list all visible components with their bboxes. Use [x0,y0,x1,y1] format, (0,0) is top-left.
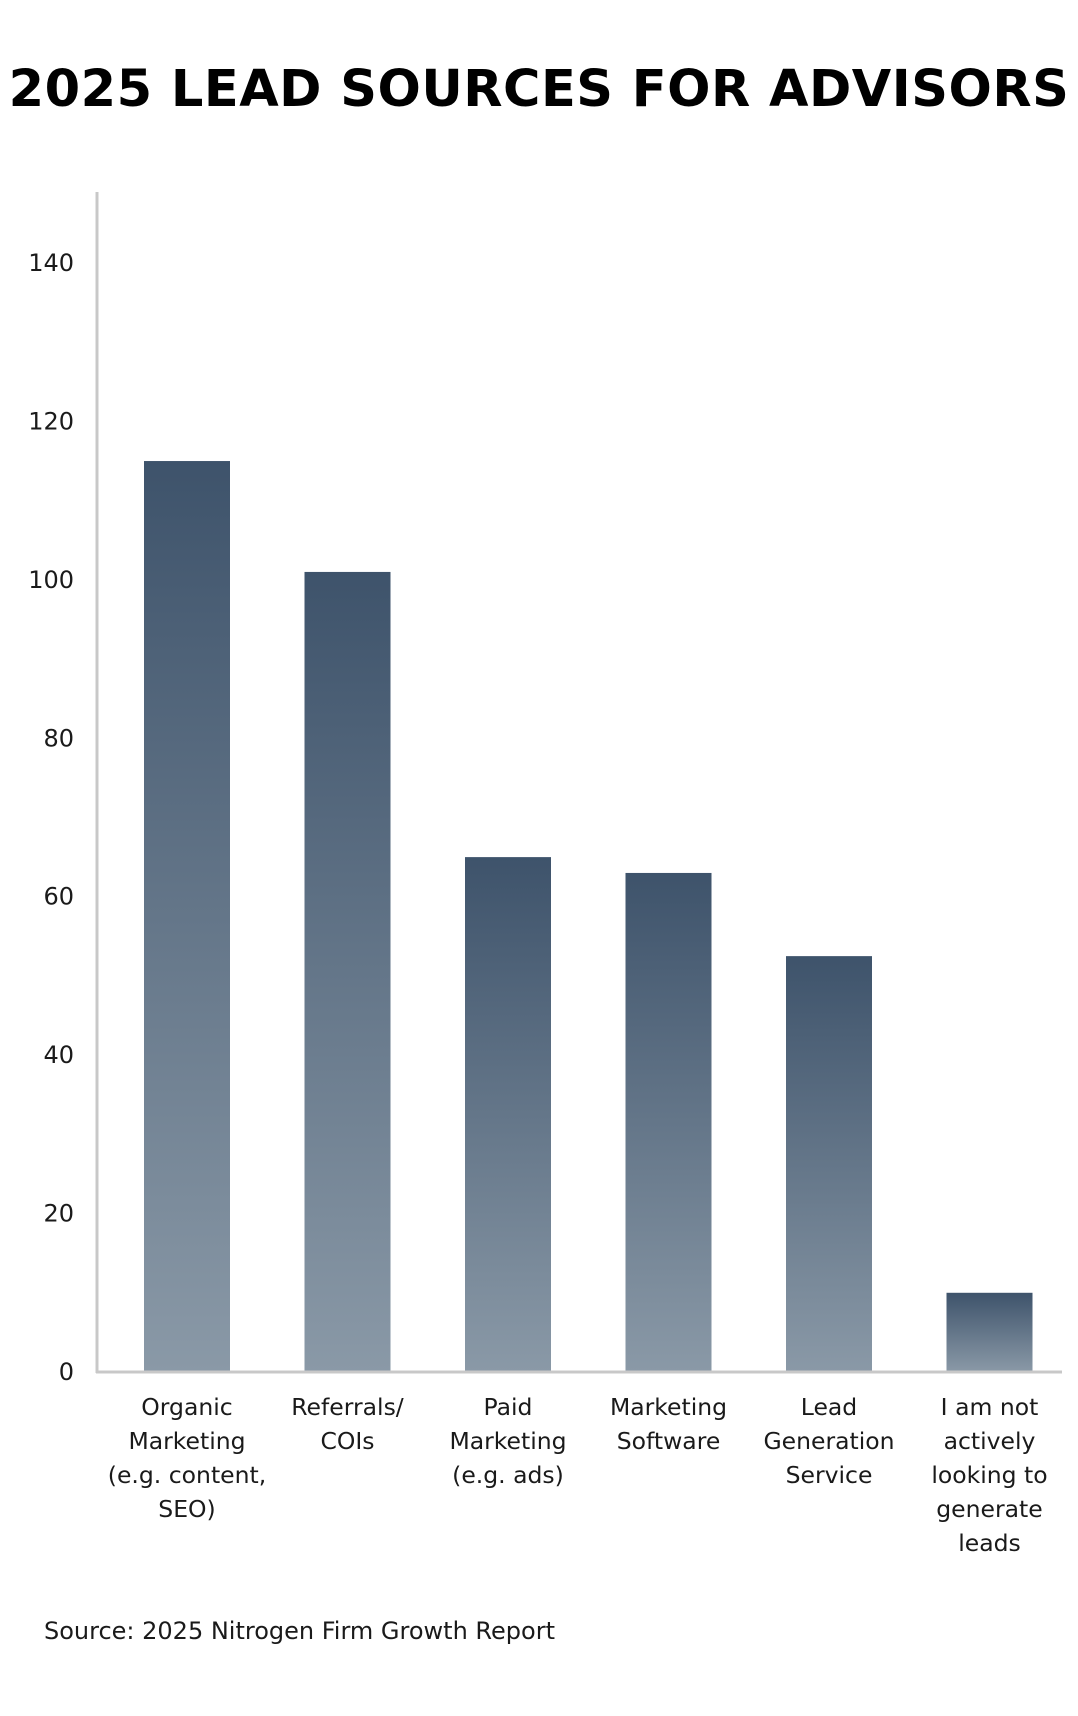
bars [144,461,1033,1372]
y-tick-label: 80 [43,724,74,752]
x-category-label: Lead Generation Service [763,1393,894,1489]
x-category-label: I am not actively looking to generate leads [931,1393,1047,1557]
x-category-label-line: generate [936,1495,1042,1523]
y-tick-label: 140 [28,249,74,277]
y-tick-label: 60 [43,883,74,911]
bar [946,1292,1033,1372]
x-category-label: Paid Marketing (e.g. ads) [449,1393,566,1489]
x-category-label-line: Referrals/ [291,1393,404,1421]
bar [144,461,230,1372]
x-category-label-line: I am not [941,1393,1039,1421]
x-category-label-line: Marketing [128,1427,245,1455]
x-category-label-line: Lead [801,1393,857,1421]
x-category-label-line: Marketing [610,1393,727,1421]
x-category-label-line: Software [617,1427,721,1455]
x-axis-labels: Organic Marketing (e.g. content, SEO) Referr… [108,1393,1048,1557]
x-category-label: Organic Marketing (e.g. content, SEO) [108,1393,266,1523]
x-category-label-line: Marketing [449,1427,566,1455]
bar [304,571,391,1372]
y-tick-label: 120 [28,407,74,435]
chart-title: 2025 LEAD SOURCES FOR ADVISORS [8,60,1070,119]
x-category-label-line: SEO) [158,1495,215,1523]
x-category-label-line: Paid [484,1393,533,1421]
y-axis-ticks: 0 20 40 60 80 100 120 140 [28,249,74,1386]
x-category-label: Referrals/COIs [291,1393,404,1455]
x-category-label: Marketing Software [610,1393,727,1455]
x-category-label-line: actively [944,1427,1036,1455]
x-category-label-line: Organic [141,1393,232,1421]
x-category-label-line: Generation [763,1427,894,1455]
x-category-label-line: Service [786,1461,873,1489]
x-category-label-line: looking to [931,1461,1047,1489]
x-category-label-line: (e.g. content, [108,1461,266,1489]
bar [625,872,712,1372]
y-tick-label: 20 [43,1200,74,1228]
bar [465,857,551,1372]
y-tick-label: 100 [28,566,74,594]
bar [786,956,872,1372]
x-category-label-line: COIs [320,1427,374,1455]
y-tick-label: 40 [43,1041,74,1069]
x-category-label-line: leads [958,1529,1021,1557]
source-note: Source: 2025 Nitrogen Firm Growth Report [44,1617,555,1645]
y-tick-label: 0 [59,1358,74,1386]
x-category-label-line: (e.g. ads) [452,1461,564,1489]
